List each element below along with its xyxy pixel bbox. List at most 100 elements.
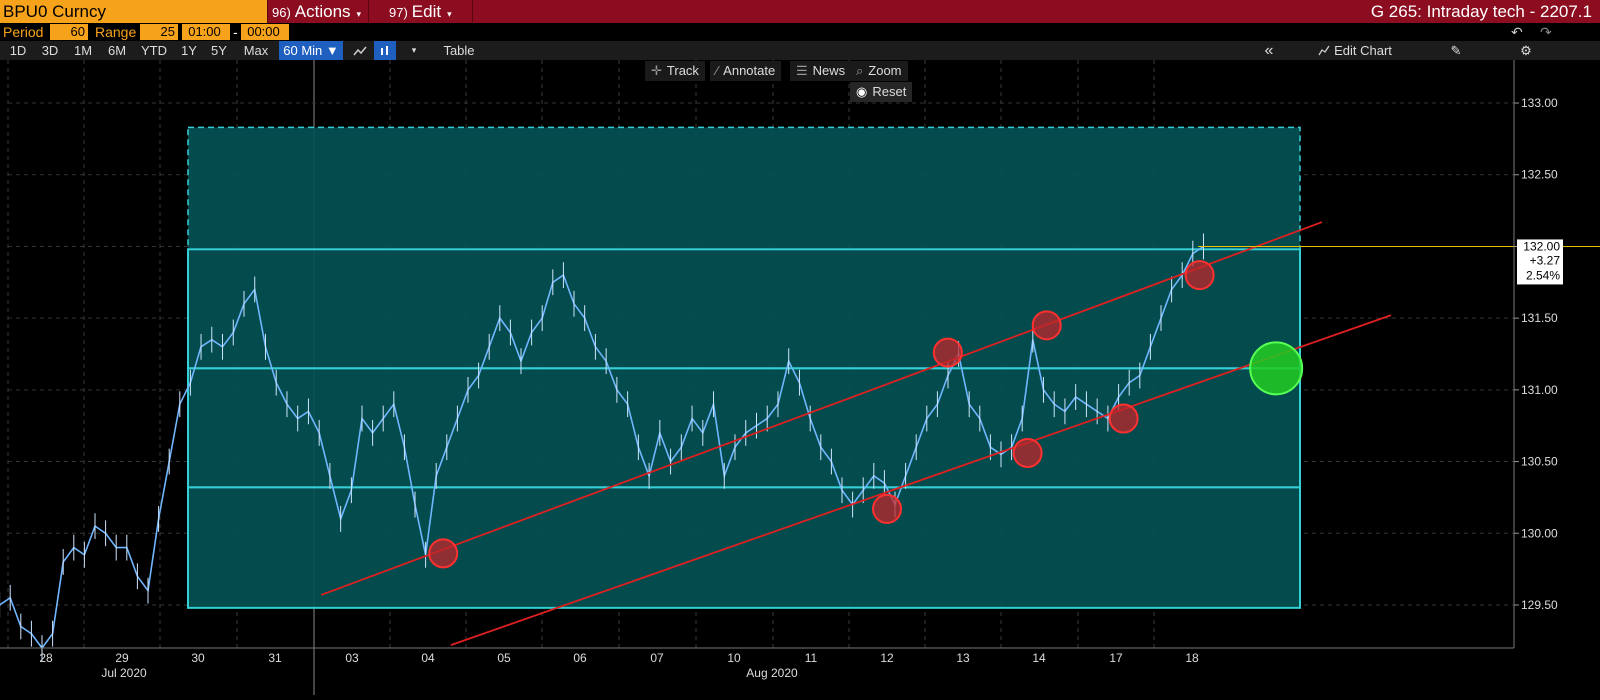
title-bar: BPU0 Curncy 96) Actions ▾ 97) Edit ▾ G 265: …: [0, 0, 1600, 23]
separator: [267, 0, 268, 23]
track-label: Track: [666, 63, 699, 78]
table-button[interactable]: Table: [443, 43, 475, 58]
last-price-pct: 2.54%: [1526, 268, 1560, 282]
chart-toolbar: 1D 3D 1M 6M YTD 1Y 5Y Max 60 Min ▼ ▾ Tab…: [0, 41, 1600, 60]
bar-chart-icon[interactable]: [374, 41, 396, 60]
x-tick-label: 10: [727, 651, 741, 665]
x-tick-label: 30: [191, 651, 205, 665]
range-max[interactable]: Max: [243, 43, 269, 58]
touch-marker: [428, 538, 459, 569]
period-label: Period: [3, 24, 44, 40]
x-tick-label: 07: [650, 651, 664, 665]
caret-down-icon: ▾: [447, 9, 452, 19]
range-3d[interactable]: 3D: [41, 43, 59, 58]
pencil-icon: ∕: [716, 63, 719, 78]
last-price-change: +3.27: [1530, 253, 1561, 267]
draw-icon[interactable]: ✎: [1450, 43, 1462, 58]
edit-menu[interactable]: 97) Edit ▾: [389, 0, 452, 23]
news-button[interactable]: ☰ News: [790, 61, 852, 81]
touch-marker: [1012, 437, 1043, 468]
collapse-icon[interactable]: «: [1264, 42, 1274, 59]
y-tick-label: 130.50: [1521, 455, 1558, 469]
x-tick-label: 14: [1032, 651, 1046, 665]
settings-icon[interactable]: ⚙: [1520, 43, 1532, 58]
edit-chart-button[interactable]: Edit Chart: [1310, 41, 1400, 60]
interval-select[interactable]: 60 Min ▼: [279, 41, 343, 60]
x-tick-label: 18: [1185, 651, 1199, 665]
separator: [472, 0, 473, 23]
range-ytd[interactable]: YTD: [141, 43, 167, 58]
y-tick-label: 130.00: [1521, 526, 1558, 540]
touch-marker: [1031, 310, 1062, 341]
range-6m[interactable]: 6M: [107, 43, 127, 58]
range-5y[interactable]: 5Y: [211, 43, 227, 58]
x-month-label: Aug 2020: [746, 666, 798, 680]
parameter-row: Period 60 Range 25 01:00 - 00:00 ↶ ↷: [0, 23, 1600, 41]
y-tick-label: 131.50: [1521, 311, 1558, 325]
separator: [368, 0, 369, 23]
x-tick-label: 29: [115, 651, 129, 665]
period-field[interactable]: 60: [50, 24, 88, 40]
news-label: News: [812, 63, 846, 78]
ticker-field[interactable]: BPU0 Curncy: [0, 0, 267, 23]
x-tick-label: 13: [956, 651, 970, 665]
window-title: G 265: Intraday tech - 2207.1: [1370, 2, 1592, 21]
redo-icon[interactable]: ↷: [1540, 24, 1552, 40]
last-price-value: 132.00: [1523, 239, 1560, 253]
upper-range-zone: [187, 248, 1301, 370]
undo-icon[interactable]: ↶: [1511, 24, 1523, 40]
range-label: Range: [95, 24, 137, 40]
reset-icon: ◉: [856, 84, 868, 99]
annotate-label: Annotate: [723, 63, 776, 78]
zoom-button[interactable]: ⌕ Zoom: [850, 61, 908, 81]
y-tick-label: 133.00: [1521, 96, 1558, 110]
caret-down-icon: ▾: [356, 9, 362, 19]
reset-button[interactable]: ◉ Reset: [850, 82, 913, 102]
lower-channel-trend-line: [450, 314, 1392, 646]
touch-marker: [1108, 403, 1139, 434]
touch-marker: [1184, 260, 1215, 291]
annotate-button[interactable]: ∕ Annotate: [710, 61, 782, 81]
reset-label: Reset: [872, 84, 907, 99]
upper-dashed-zone: [187, 126, 1301, 251]
actions-label: Actions: [294, 2, 351, 21]
x-tick-label: 12: [880, 651, 894, 665]
y-tick-label: 132.50: [1521, 168, 1558, 182]
x-tick-label: 06: [573, 651, 587, 665]
x-month-label: Jul 2020: [101, 666, 147, 680]
edit-number: 97): [389, 5, 408, 20]
edit-chart-icon: [1318, 45, 1330, 56]
x-tick-label: 03: [345, 651, 359, 665]
news-icon: ☰: [796, 63, 808, 78]
range-1y[interactable]: 1Y: [181, 43, 197, 58]
target-marker: [1249, 341, 1304, 396]
x-tick-label: 05: [497, 651, 511, 665]
chart-type-caret-icon[interactable]: ▾: [411, 45, 417, 55]
magnifier-icon: ⌕: [856, 63, 864, 78]
x-tick-label: 11: [805, 651, 818, 665]
y-tick-label: 129.50: [1521, 598, 1558, 612]
lower-range-zone: [187, 486, 1301, 609]
price-chart: 133.00 132.50 132.00 131.50 131.00 130.50 130.…: [0, 60, 1600, 695]
range-1m[interactable]: 1M: [73, 43, 93, 58]
range-1d[interactable]: 1D: [9, 43, 27, 58]
x-tick-label: 31: [268, 651, 282, 665]
time-to-field[interactable]: 00:00: [241, 24, 289, 40]
zoom-label: Zoom: [868, 63, 902, 78]
crosshair-icon: ✛: [651, 63, 662, 78]
actions-menu[interactable]: 96) Actions ▾: [272, 0, 361, 23]
x-tick-label: 04: [421, 651, 435, 665]
range-field[interactable]: 25: [140, 24, 178, 40]
edit-label: Edit: [411, 2, 442, 21]
x-tick-label: 17: [1109, 651, 1123, 665]
y-tick-label: 131.00: [1521, 383, 1558, 397]
chart-area: 133.00 132.50 132.00 131.50 131.00 130.50 130.…: [0, 60, 1600, 695]
actions-number: 96): [272, 5, 291, 20]
edit-chart-label: Edit Chart: [1334, 43, 1392, 58]
line-chart-icon[interactable]: [349, 41, 371, 60]
time-from-field[interactable]: 01:00: [182, 24, 230, 40]
last-price-box: [1517, 239, 1563, 285]
time-dash: -: [233, 24, 238, 40]
track-button[interactable]: ✛ Track: [645, 61, 705, 81]
touch-marker: [932, 337, 963, 368]
